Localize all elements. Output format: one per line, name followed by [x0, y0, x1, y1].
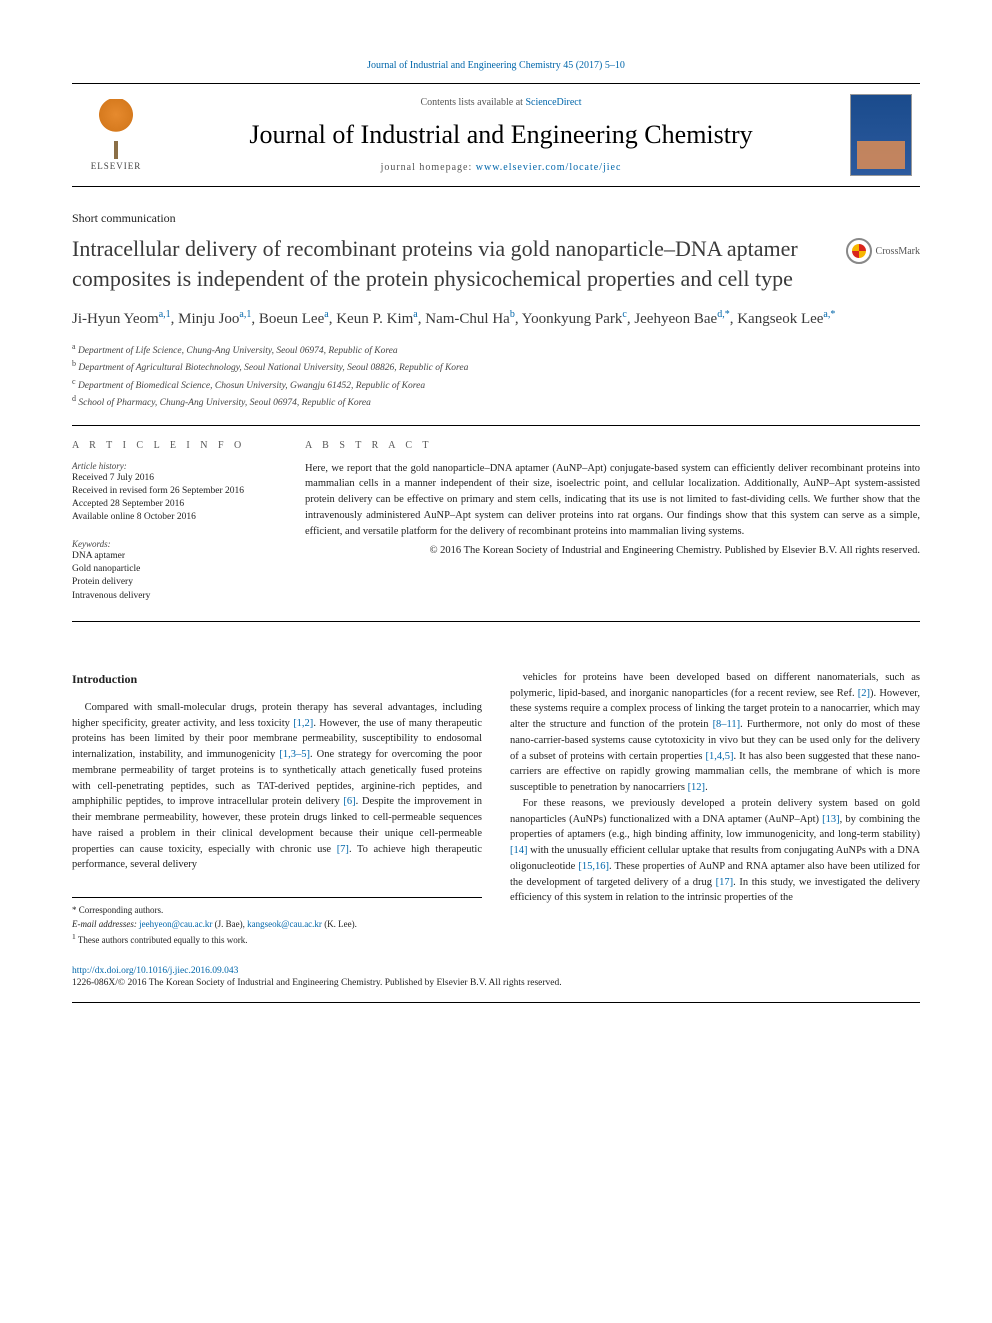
elsevier-label: ELSEVIER	[91, 161, 142, 171]
divider	[72, 425, 920, 426]
ref-link[interactable]: [1,3–5]	[279, 749, 310, 760]
doi-line: http://dx.doi.org/10.1016/j.jiec.2016.09…	[72, 966, 920, 976]
bottom-copyright: 1226-086X/© 2016 The Korean Society of I…	[72, 978, 920, 1003]
intro-paragraph-3: For these reasons, we previously develop…	[510, 796, 920, 906]
ref-link[interactable]: [14]	[510, 845, 528, 856]
body-column-left: Introduction Compared with small-molecul…	[72, 670, 482, 948]
ref-link[interactable]: [8–11]	[713, 719, 741, 730]
intro-paragraph-1: Compared with small-molecular drugs, pro…	[72, 700, 482, 873]
ref-link[interactable]: [12]	[688, 782, 706, 793]
doi-link[interactable]: http://dx.doi.org/10.1016/j.jiec.2016.09…	[72, 966, 238, 976]
body-column-right: vehicles for proteins have been develope…	[510, 670, 920, 948]
footnotes: * Corresponding authors. E-mail addresse…	[72, 897, 482, 948]
citation-header: Journal of Industrial and Engineering Ch…	[72, 60, 920, 71]
intro-paragraph-2: vehicles for proteins have been develope…	[510, 670, 920, 796]
homepage-prefix: journal homepage:	[381, 162, 476, 173]
email-name-1: (J. Bae),	[212, 919, 247, 929]
corresponding-note: * Corresponding authors.	[72, 904, 482, 918]
crossmark-label: CrossMark	[876, 246, 920, 257]
abstract-copyright: © 2016 The Korean Society of Industrial …	[305, 543, 920, 559]
abstract-column: A B S T R A C T Here, we report that the…	[305, 440, 920, 603]
email-name-2: (K. Lee).	[322, 919, 357, 929]
elsevier-tree-icon	[86, 99, 146, 159]
homepage-link[interactable]: www.elsevier.com/locate/jiec	[476, 162, 622, 173]
journal-name: Journal of Industrial and Engineering Ch…	[164, 120, 838, 150]
history-text: Received 7 July 2016Received in revised …	[72, 472, 277, 525]
journal-homepage: journal homepage: www.elsevier.com/locat…	[164, 162, 838, 173]
equal-contribution-note: 1 These authors contributed equally to t…	[72, 931, 482, 948]
introduction-heading: Introduction	[72, 670, 482, 688]
keywords-label: Keywords:	[72, 539, 277, 549]
abstract-heading: A B S T R A C T	[305, 440, 920, 451]
email-link-1[interactable]: jeehyeon@cau.ac.kr	[139, 919, 212, 929]
ref-link[interactable]: [1,4,5]	[706, 751, 734, 762]
journal-cover-thumbnail	[850, 94, 912, 176]
article-type: Short communication	[72, 211, 920, 226]
sciencedirect-link[interactable]: ScienceDirect	[525, 97, 581, 108]
ref-link[interactable]: [6]	[343, 796, 355, 807]
ref-link[interactable]: [2]	[858, 688, 870, 699]
abstract-text: Here, we report that the gold nanopartic…	[305, 461, 920, 540]
affiliations: a Department of Life Science, Chung-Ang …	[72, 341, 920, 411]
elsevier-logo: ELSEVIER	[80, 95, 152, 175]
authors: Ji-Hyun Yeoma,1, Minju Jooa,1, Boeun Lee…	[72, 307, 920, 331]
email-link-2[interactable]: kangseok@cau.ac.kr	[247, 919, 322, 929]
ref-link[interactable]: [17]	[716, 877, 734, 888]
emails-label: E-mail addresses:	[72, 919, 139, 929]
ref-link[interactable]: [13]	[822, 814, 840, 825]
ref-link[interactable]: [15,16]	[578, 861, 609, 872]
article-info-column: A R T I C L E I N F O Article history: R…	[72, 440, 277, 603]
article-title: Intracellular delivery of recombinant pr…	[72, 234, 834, 293]
email-line: E-mail addresses: jeehyeon@cau.ac.kr (J.…	[72, 918, 482, 932]
article-info-heading: A R T I C L E I N F O	[72, 440, 277, 451]
keywords-text: DNA aptamerGold nanoparticleProtein deli…	[72, 550, 277, 603]
ref-link[interactable]: [7]	[337, 844, 349, 855]
equal-text: These authors contributed equally to thi…	[78, 935, 248, 945]
crossmark-icon	[846, 238, 872, 264]
contents-available: Contents lists available at ScienceDirec…	[164, 97, 838, 108]
crossmark-badge[interactable]: CrossMark	[846, 238, 920, 264]
contents-prefix: Contents lists available at	[420, 97, 525, 108]
history-label: Article history:	[72, 461, 277, 471]
masthead: ELSEVIER Contents lists available at Sci…	[72, 83, 920, 187]
ref-link[interactable]: [1,2]	[293, 718, 313, 729]
